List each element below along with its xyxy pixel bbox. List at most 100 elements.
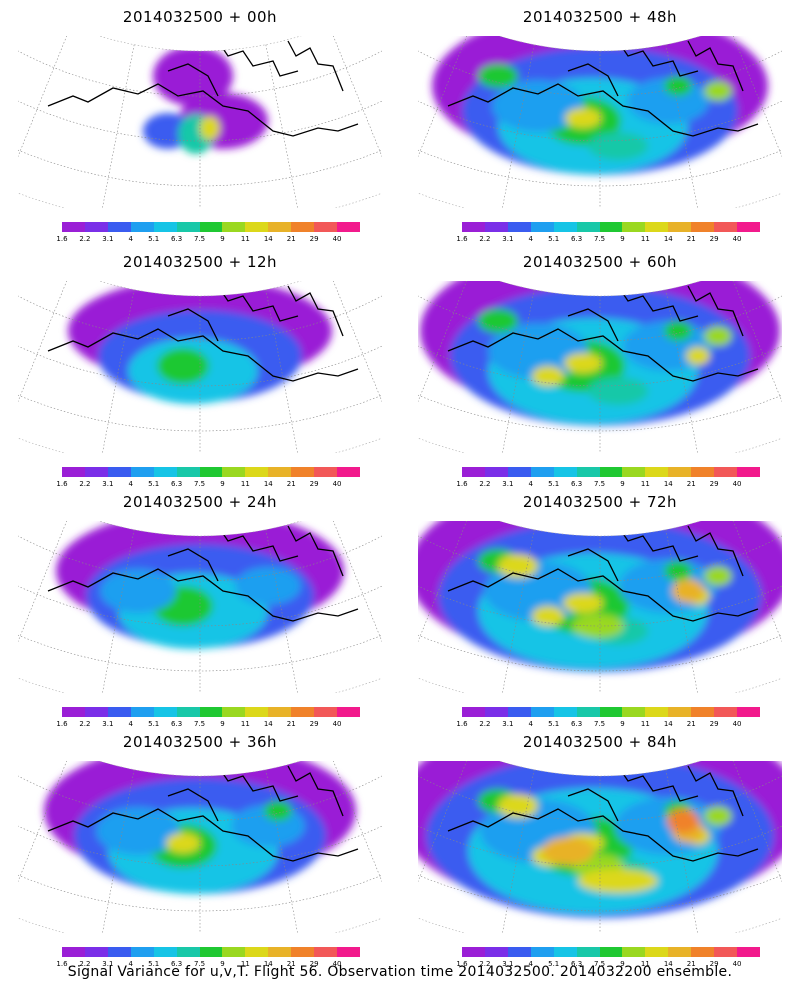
colorbar-tick-label: 14 (263, 960, 273, 968)
colorbar-tick-label: 2.2 (79, 480, 91, 488)
meridian-line (18, 761, 72, 914)
colorbar-tick-label: 29 (709, 235, 719, 243)
colorbar-swatch (737, 947, 760, 957)
colorbar-swatch (668, 707, 692, 717)
colorbar-tick-label: 5.1 (148, 480, 160, 488)
variance-contour (264, 801, 292, 821)
meridian-line (418, 36, 472, 189)
colorbar-swatch (576, 707, 600, 717)
colorbar-swatch (130, 947, 154, 957)
colorbar-tick-label: 40 (732, 960, 742, 968)
colorbar-tick-label: 5.1 (148, 720, 160, 728)
variance-contour (563, 593, 603, 613)
figure-caption: Signal Variance for u,v,T. Flight 56. Ob… (67, 964, 733, 980)
colorbar-swatch (62, 222, 85, 232)
colorbar-swatch (153, 222, 177, 232)
panel-title: 2014032500 + 48h (522, 8, 678, 26)
colorbar-swatch (599, 222, 623, 232)
variance-contour (565, 108, 601, 128)
colorbar-swatch (737, 467, 760, 477)
variance-contour (672, 579, 704, 603)
map-panel: 2014032500 + 00h 1.6 2.2 3.1 4 5.1 6.3 7.5 9 11 14… (0, 0, 400, 245)
colorbar (62, 707, 360, 717)
meridian-line (18, 521, 72, 674)
colorbar-tick-label: 5.1 (548, 960, 560, 968)
colorbar-swatch (645, 222, 669, 232)
colorbar-tick-label: 40 (732, 720, 742, 728)
meridian-line (265, 769, 300, 933)
meridian-line (500, 769, 535, 933)
variance-contour (704, 566, 732, 586)
colorbar-swatch (484, 947, 508, 957)
map-boundary (418, 36, 782, 208)
colorbar-swatch (714, 947, 738, 957)
colorbar-tick-label: 4 (528, 720, 533, 728)
parallel-line (18, 761, 382, 822)
colorbar-swatch (530, 222, 554, 232)
map-panel: 2014032500 + 72h 1.6 2.2 3.1 4 5.1 6.3 7.5 9 11 14… (400, 485, 800, 730)
colorbar-tick-label: 4 (128, 720, 133, 728)
colorbar-swatch (530, 467, 554, 477)
map-panel: 2014032500 + 60h 1.6 2.2 3.1 4 5.1 6.3 7.5 9 11 14… (400, 245, 800, 490)
colorbar-swatch (176, 947, 200, 957)
parallel-line (18, 36, 382, 97)
colorbar-labels: 1.6 2.2 3.1 4 5.1 6.3 7.5 9 11 14 21 29 40 (52, 235, 372, 245)
colorbar-tick-label: 7.5 (593, 960, 606, 968)
colorbar-swatch (107, 222, 131, 232)
colorbar-tick-label: 7.5 (593, 720, 606, 728)
colorbar-swatch (245, 467, 269, 477)
map-boundary (418, 521, 782, 693)
map-panel: 2014032500 + 48h 1.6 2.2 3.1 4 5.1 6.3 7.5 9 11 14… (400, 0, 800, 245)
colorbar-swatch (314, 707, 338, 717)
colorbar-swatch (507, 707, 531, 717)
colorbar-tick-label: 1.6 (56, 960, 68, 968)
colorbar (62, 467, 360, 477)
colorbar-tick-label: 11 (640, 960, 650, 968)
colorbar-swatch (314, 947, 338, 957)
colorbar-tick-label: 3.1 (102, 960, 114, 968)
colorbar-swatch (337, 947, 360, 957)
variance-contour (153, 46, 233, 106)
map-panel: 2014032500 + 12h 1.6 2.2 3.1 4 5.1 6.3 7.5 9 11 14… (0, 245, 400, 490)
map-boundary (18, 281, 382, 453)
colorbar-tick-label: 6.3 (571, 235, 583, 243)
colorbar-tick-label: 6.3 (571, 480, 583, 488)
colorbar-tick-label: 5.1 (548, 235, 560, 243)
colorbar-swatch (291, 467, 315, 477)
colorbar-tick-label: 4 (528, 235, 533, 243)
variance-contour (667, 809, 699, 833)
variance-contour (532, 606, 564, 626)
variance-map (18, 761, 382, 933)
parallel-line (418, 281, 782, 342)
colorbar-swatch (245, 707, 269, 717)
colorbar-tick-label: 11 (640, 235, 650, 243)
colorbar-swatch (622, 707, 646, 717)
variance-contour (704, 81, 732, 101)
variance-contour (478, 64, 518, 88)
variance-contour (488, 323, 588, 379)
variance-contour (704, 326, 732, 346)
colorbar-tick-label: 11 (240, 960, 250, 968)
variance-contour (532, 366, 564, 386)
variance-map (418, 281, 782, 453)
colorbar-tick-label: 1.6 (56, 480, 68, 488)
meridian-line (500, 289, 535, 453)
colorbar-tick-label: 3.1 (102, 235, 114, 243)
colorbar-tick-label: 21 (286, 960, 296, 968)
colorbar-tick-label: 21 (686, 235, 696, 243)
meridian-line (665, 289, 700, 453)
colorbar-swatch (691, 947, 715, 957)
coastline (447, 525, 759, 622)
meridian-line (100, 289, 135, 453)
colorbar-tick-label: 4 (128, 480, 133, 488)
variance-contour (492, 80, 584, 132)
colorbar-tick-label: 5.1 (548, 480, 560, 488)
meridian-line (328, 761, 382, 914)
colorbar-labels: 1.6 2.2 3.1 4 5.1 6.3 7.5 9 11 14 21 29 40 (52, 480, 372, 490)
colorbar-swatch (714, 707, 738, 717)
colorbar-tick-label: 29 (309, 235, 319, 243)
variance-map (18, 281, 382, 453)
meridian-line (418, 761, 472, 914)
colorbar-swatch (462, 222, 485, 232)
colorbar-swatch (222, 222, 246, 232)
